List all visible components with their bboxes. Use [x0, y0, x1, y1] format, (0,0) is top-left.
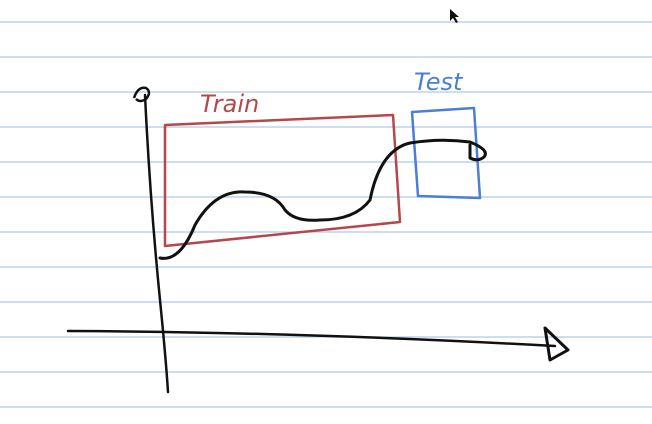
x-arrow — [543, 326, 570, 362]
test-box — [410, 106, 482, 200]
y-axis — [143, 93, 170, 394]
test-label: Test — [414, 68, 464, 96]
train-label: Train — [200, 90, 259, 118]
ruled-lines — [0, 21, 652, 408]
train-box — [163, 113, 402, 248]
y-arrow — [132, 86, 151, 103]
curve — [158, 138, 487, 260]
cursor — [450, 9, 459, 23]
x-axis — [66, 329, 557, 348]
